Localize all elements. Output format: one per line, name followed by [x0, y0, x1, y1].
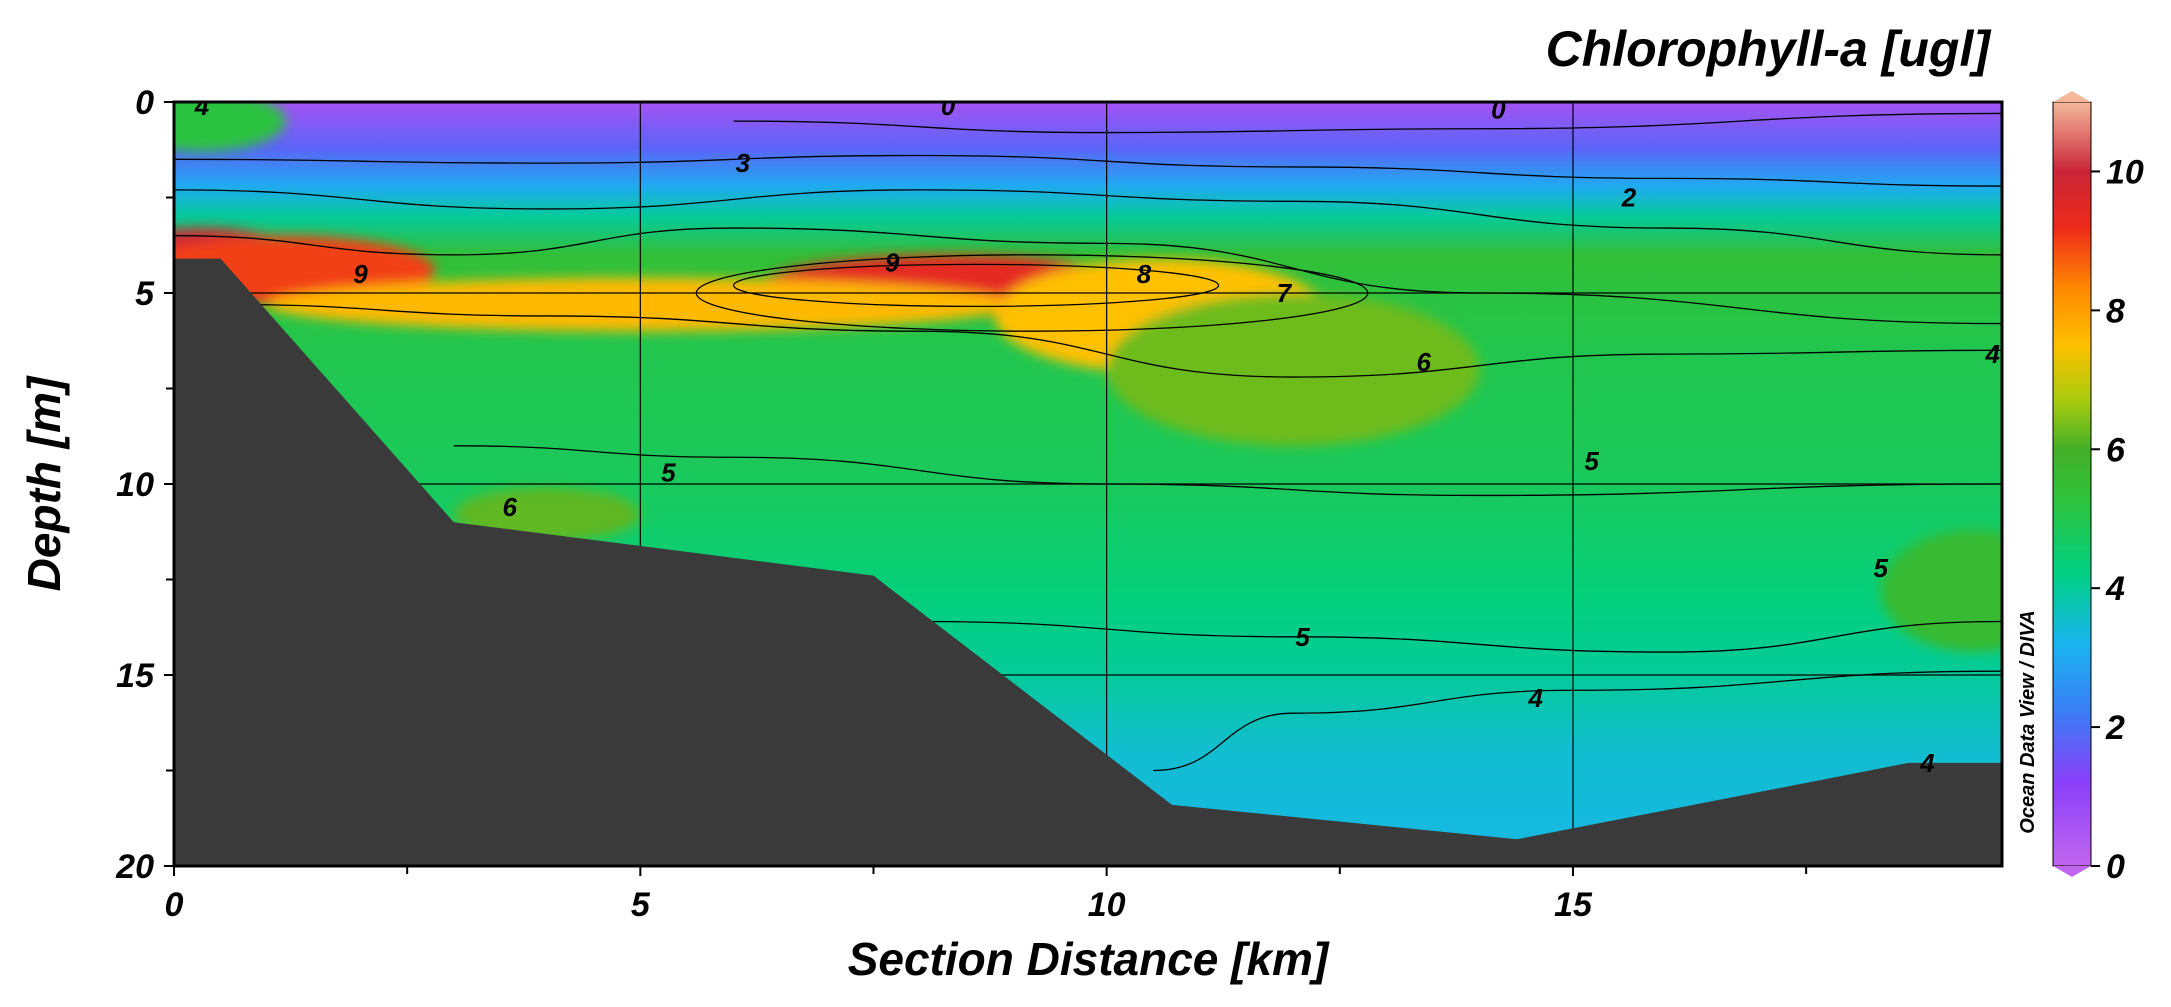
- colorbar: 0 2 4 6 8 10: [2052, 91, 2144, 886]
- contour-label: 4: [1527, 683, 1543, 713]
- contour-label: 7: [1277, 278, 1293, 308]
- contour-label: 5: [1295, 622, 1310, 652]
- contour-label: 4: [1919, 748, 1935, 778]
- contour-line: [733, 112, 2002, 134]
- contour-label: 9: [885, 247, 900, 277]
- contour-label: 5: [661, 458, 676, 488]
- x-axis-ticks: 0 5 10 15: [165, 866, 1808, 924]
- contour-label: 0: [1491, 95, 1506, 125]
- contour-label: 5: [1874, 553, 1889, 583]
- colorbar-tick-label: 0: [2106, 848, 2125, 886]
- x-axis-label: Section Distance [km]: [848, 933, 1330, 985]
- contour-label: 6: [503, 492, 518, 522]
- colorbar-tick-label: 6: [2106, 431, 2126, 469]
- colorbar-bottom-arrow: [2053, 866, 2091, 877]
- colorbar-body: [2052, 101, 2092, 867]
- contour-label: 4: [1984, 339, 2000, 369]
- contour-label: 8: [1137, 259, 1152, 289]
- credit-label: Ocean Data View / DIVA: [2017, 610, 2039, 833]
- x-tick-label: 0: [165, 886, 184, 924]
- x-tick-label: 15: [1554, 886, 1593, 924]
- colorbar-top-arrow: [2053, 91, 2091, 102]
- contour-label: 9: [353, 259, 368, 289]
- contour-label: 5: [1584, 446, 1599, 476]
- y-axis-ticks: 0 5 10 15 20: [115, 84, 174, 886]
- colorbar-tick-label: 2: [2105, 709, 2125, 747]
- contour-line: [174, 227, 2002, 325]
- colorbar-tick-label: 8: [2106, 292, 2125, 330]
- contour-line: [1153, 670, 2002, 772]
- x-tick-label: 10: [1088, 886, 1126, 924]
- x-tick-label: 5: [631, 886, 651, 924]
- y-tick-label: 0: [135, 84, 154, 122]
- contour-labels: 4 0 0 3 2 9 9 8 7 6 4 5 6 5 5 5 4 4: [194, 91, 2001, 778]
- hotspot: [174, 102, 286, 152]
- y-axis-label: Depth [m]: [18, 375, 70, 591]
- hotspot: [1880, 529, 2002, 653]
- hotspot: [453, 487, 641, 542]
- colorbar-tick-label: 10: [2106, 153, 2144, 191]
- contour-label: 6: [1417, 347, 1432, 377]
- y-tick-label: 5: [135, 275, 155, 313]
- contour-line: [174, 154, 2002, 187]
- sea-floor: [174, 258, 2002, 866]
- colorbar-ticks: 0 2 4 6 8 10: [2091, 153, 2144, 886]
- contour-loop: [732, 263, 1220, 308]
- contour-label: 4: [194, 91, 210, 121]
- colorbar-tick-label: 4: [2105, 570, 2125, 608]
- plot-area: 4 0 0 3 2 9 9 8 7 6 4 5 6 5 5 5 4 4: [174, 91, 2002, 866]
- hotspot-layer: [174, 102, 2002, 653]
- y-tick-label: 15: [116, 657, 155, 695]
- y-tick-label: 10: [116, 466, 154, 504]
- y-tick-label: 20: [115, 848, 154, 886]
- contour-label: 0: [941, 91, 956, 121]
- chart-title: Chlorophyll-a [ugl]: [1546, 21, 1993, 77]
- contour-label: 3: [736, 148, 751, 178]
- hotspot: [1106, 293, 1480, 446]
- contour-label: 2: [1621, 183, 1637, 213]
